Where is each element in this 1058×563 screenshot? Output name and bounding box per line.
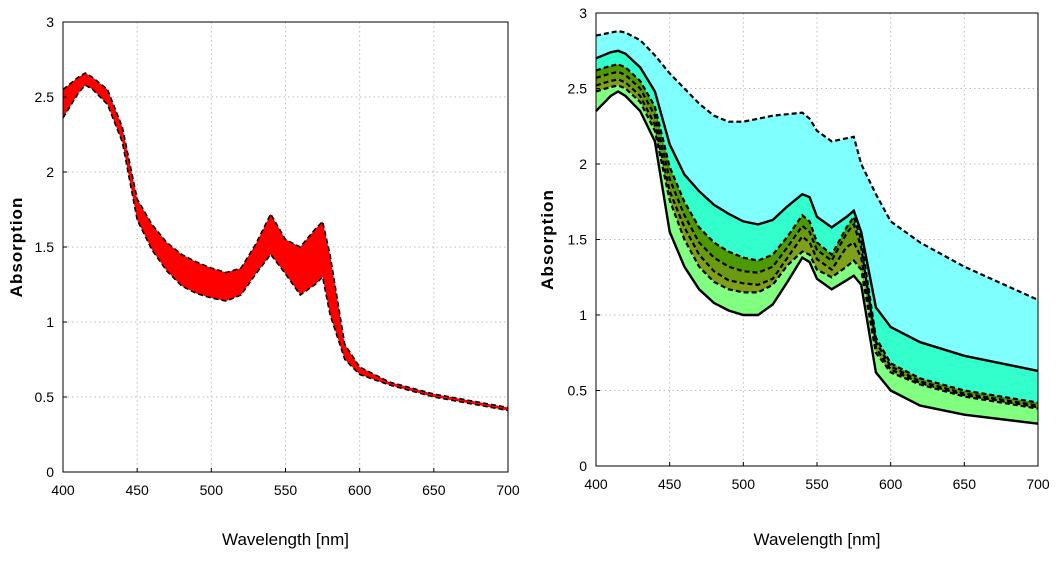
- dashed-bound-curve: [595, 84, 1039, 410]
- y-axis-label: Absorption: [7, 197, 26, 298]
- solid-bound-curve: [595, 90, 1039, 425]
- band-area: [63, 73, 508, 411]
- y-tick-label: 1.5: [568, 232, 588, 248]
- y-tick-label: 0: [46, 464, 54, 480]
- x-tick-label: 500: [200, 482, 224, 498]
- band-lower-bound: [62, 83, 509, 412]
- y-tick-label: 1.5: [35, 239, 55, 255]
- y-tick-label: 1: [46, 314, 54, 330]
- chart-right-bands: 400 450 500 550 600 650 700 0 0.5 1 1.5 2 2.5 3 Wavele…: [538, 5, 1050, 549]
- x-tick-label: 700: [496, 482, 520, 498]
- x-axis-label: Wavelength [nm]: [222, 530, 349, 549]
- x-tick-label: 400: [51, 482, 75, 498]
- x-tick-label: 550: [805, 476, 829, 492]
- x-tick-label: 500: [732, 476, 756, 492]
- x-tick-label: 450: [125, 482, 149, 498]
- x-tick-label: 700: [1026, 476, 1050, 492]
- x-tick-label: 550: [274, 482, 298, 498]
- band-upper-bound: [62, 72, 509, 409]
- y-tick-label: 0.5: [35, 389, 55, 405]
- x-tick-label: 600: [879, 476, 903, 492]
- y-tick-label: 0.5: [568, 383, 588, 399]
- x-tick-label: 600: [348, 482, 372, 498]
- x-tick-label: 650: [422, 482, 446, 498]
- x-axis-label: Wavelength [nm]: [754, 530, 881, 549]
- x-tick-label: 650: [953, 476, 977, 492]
- band-area: [596, 31, 1038, 371]
- dashed-bound-curve: [595, 70, 1039, 407]
- x-tick-label: 450: [658, 476, 682, 492]
- dashed-bound-curve: [595, 78, 1039, 409]
- x-tick-label: 400: [584, 476, 608, 492]
- y-tick-label: 1: [579, 307, 587, 323]
- y-tick-label: 3: [579, 5, 587, 21]
- chart-left-band: 400 450 500 550 600 650 700 0 0.5 1 1.5 2 2.5 3 Wavele…: [7, 14, 520, 549]
- y-tick-label: 2: [579, 156, 587, 172]
- y-tick-label: 0: [579, 458, 587, 474]
- band-area: [596, 85, 1038, 424]
- y-tick-label: 2.5: [568, 81, 588, 97]
- band-area: [596, 50, 1038, 403]
- y-tick-label: 2: [46, 164, 54, 180]
- y-tick-label: 2.5: [35, 89, 55, 105]
- solid-bound-curve: [595, 49, 1039, 373]
- y-axis-label: Absorption: [538, 189, 557, 290]
- y-tick-label: 3: [46, 14, 54, 30]
